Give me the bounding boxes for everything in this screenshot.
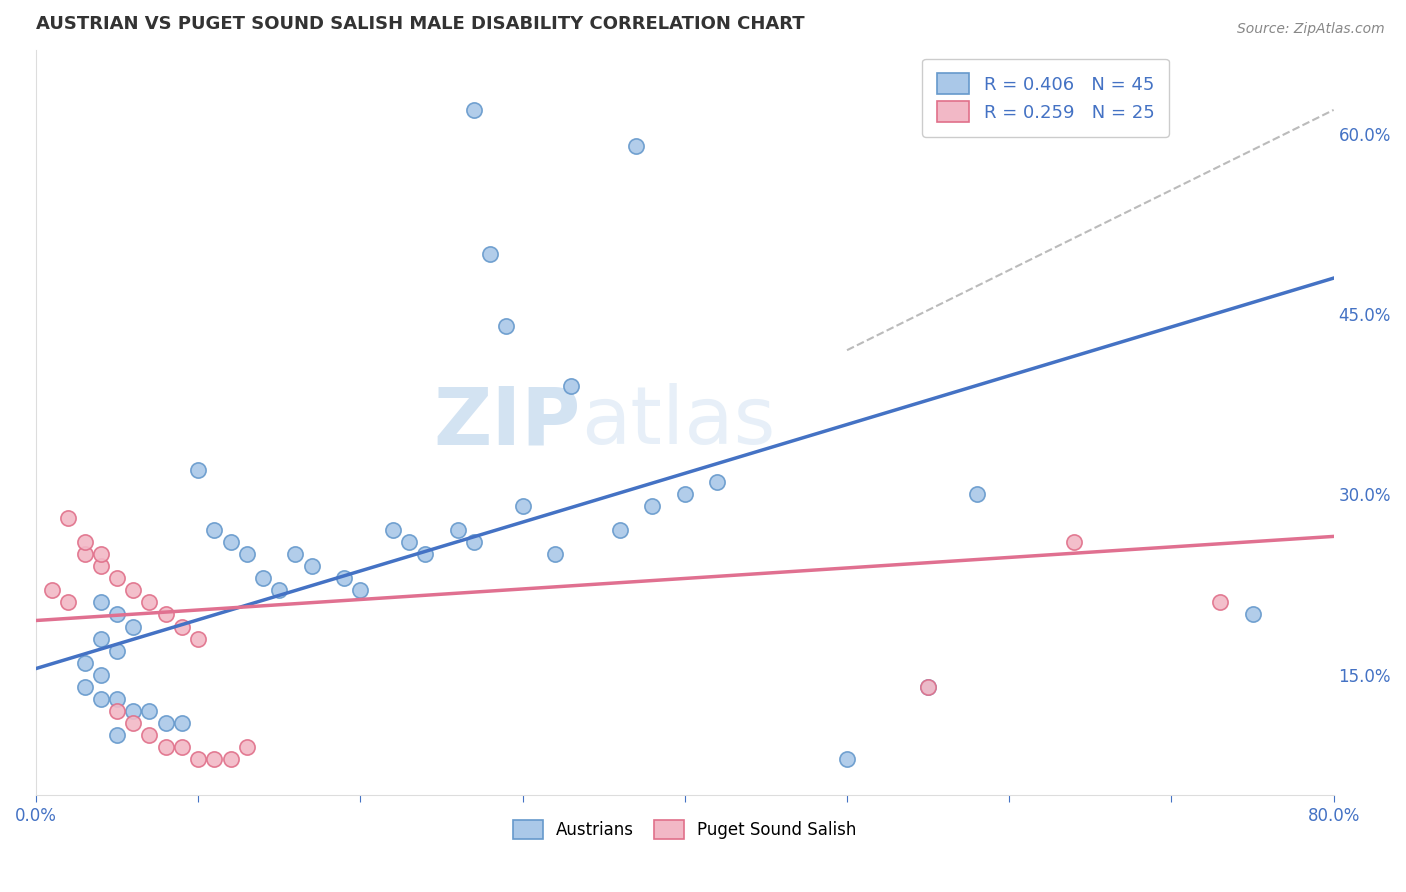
Point — [463, 535, 485, 549]
Point — [479, 247, 502, 261]
Point — [122, 583, 145, 598]
Point — [90, 691, 112, 706]
Point — [835, 752, 858, 766]
Point — [917, 680, 939, 694]
Point — [90, 595, 112, 609]
Point — [122, 619, 145, 633]
Point — [155, 607, 177, 622]
Point — [90, 632, 112, 646]
Point — [236, 548, 259, 562]
Point — [73, 548, 96, 562]
Point — [463, 103, 485, 117]
Point — [560, 379, 582, 393]
Point — [1063, 535, 1085, 549]
Point — [917, 680, 939, 694]
Point — [641, 500, 664, 514]
Point — [73, 680, 96, 694]
Point — [544, 548, 567, 562]
Point — [236, 739, 259, 754]
Point — [170, 619, 193, 633]
Point — [41, 583, 63, 598]
Point — [73, 656, 96, 670]
Point — [609, 524, 631, 538]
Point — [170, 715, 193, 730]
Text: ZIP: ZIP — [433, 384, 581, 461]
Point — [170, 739, 193, 754]
Point — [138, 595, 160, 609]
Point — [966, 487, 988, 501]
Point — [447, 524, 470, 538]
Point — [58, 595, 80, 609]
Point — [105, 643, 128, 657]
Point — [58, 511, 80, 525]
Text: Source: ZipAtlas.com: Source: ZipAtlas.com — [1237, 22, 1385, 37]
Point — [90, 559, 112, 574]
Point — [105, 728, 128, 742]
Point — [138, 728, 160, 742]
Point — [284, 548, 307, 562]
Point — [122, 715, 145, 730]
Point — [202, 752, 225, 766]
Text: atlas: atlas — [581, 384, 775, 461]
Point — [706, 475, 728, 490]
Point — [105, 571, 128, 585]
Point — [1209, 595, 1232, 609]
Point — [138, 704, 160, 718]
Point — [73, 535, 96, 549]
Point — [349, 583, 371, 598]
Point — [673, 487, 696, 501]
Point — [90, 548, 112, 562]
Point — [187, 632, 209, 646]
Point — [624, 139, 647, 153]
Point — [512, 500, 534, 514]
Point — [1241, 607, 1264, 622]
Point — [495, 319, 517, 334]
Point — [269, 583, 291, 598]
Point — [187, 752, 209, 766]
Point — [90, 667, 112, 681]
Point — [105, 607, 128, 622]
Text: AUSTRIAN VS PUGET SOUND SALISH MALE DISABILITY CORRELATION CHART: AUSTRIAN VS PUGET SOUND SALISH MALE DISA… — [37, 15, 804, 33]
Point — [105, 691, 128, 706]
Point — [301, 559, 323, 574]
Point — [187, 463, 209, 477]
Point — [219, 752, 242, 766]
Point — [398, 535, 420, 549]
Point — [155, 739, 177, 754]
Point — [381, 524, 404, 538]
Point — [155, 715, 177, 730]
Point — [122, 704, 145, 718]
Point — [219, 535, 242, 549]
Point — [413, 548, 436, 562]
Legend: Austrians, Puget Sound Salish: Austrians, Puget Sound Salish — [506, 814, 863, 846]
Point — [202, 524, 225, 538]
Point — [105, 704, 128, 718]
Point — [252, 571, 274, 585]
Point — [333, 571, 356, 585]
